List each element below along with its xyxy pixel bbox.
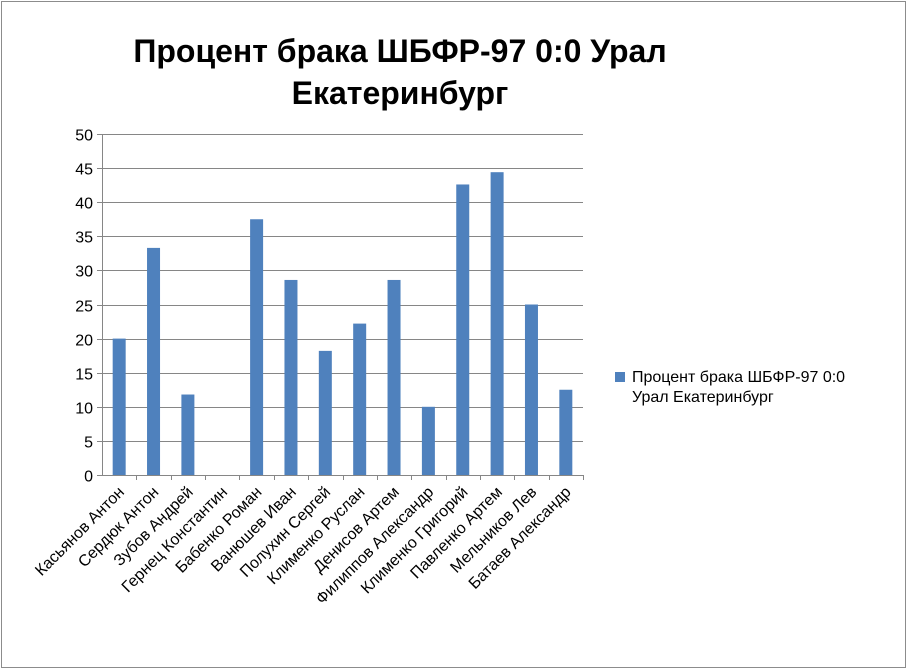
bar [284, 279, 298, 475]
bar [181, 394, 195, 475]
bar [112, 338, 126, 475]
y-tick-label: 40 [75, 196, 93, 213]
bar [387, 279, 401, 475]
bar [421, 406, 435, 475]
y-tick-label: 0 [84, 469, 93, 486]
chart-title-line2: Екатеринбург [291, 75, 509, 111]
y-tick-label: 20 [75, 333, 93, 350]
y-tick-label: 5 [84, 435, 93, 452]
y-tick-label: 45 [75, 162, 93, 179]
y-tick-label: 35 [75, 230, 93, 247]
legend-label-line2: Урал Екатеринбург [632, 389, 774, 406]
chart-title-line1: Процент брака ШБФР-97 0:0 Урал [133, 33, 667, 69]
legend-label: Процент брака ШБФР-97 0:0 Урал Екатеринб… [632, 368, 902, 408]
y-tick-label: 25 [75, 299, 93, 316]
legend-swatch [615, 372, 625, 382]
chart-title: Процент брака ШБФР-97 0:0 Урал Екатеринб… [60, 30, 740, 114]
bar [318, 350, 332, 475]
bar [456, 184, 470, 475]
bar [524, 304, 538, 475]
bar [490, 172, 504, 475]
bar [353, 323, 367, 475]
bar [250, 219, 264, 475]
y-tick-label: 30 [75, 264, 93, 281]
y-tick-label: 10 [75, 401, 93, 418]
y-tick-label: 15 [75, 367, 93, 384]
legend-label-line1: Процент брака ШБФР-97 0:0 [632, 369, 846, 386]
y-tick-label: 50 [75, 128, 93, 145]
bar [559, 389, 573, 475]
bar [147, 247, 161, 475]
